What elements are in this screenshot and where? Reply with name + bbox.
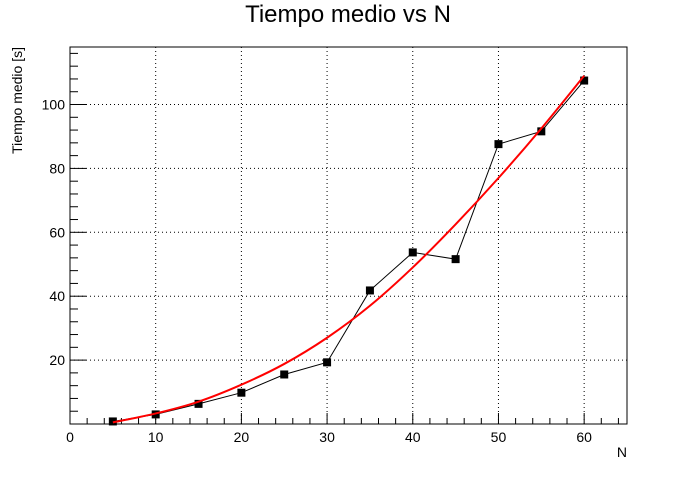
data-point <box>237 388 246 397</box>
data-line <box>112 80 585 422</box>
x-tick-label: 40 <box>405 429 421 445</box>
data-point <box>451 255 460 264</box>
x-tick-label: 60 <box>576 429 592 445</box>
data-point <box>494 140 503 149</box>
chart-title: Tiempo medio vs N <box>245 1 451 28</box>
x-tick-label: 0 <box>66 429 74 445</box>
y-tick-label: 20 <box>49 352 65 368</box>
x-tick-label: 30 <box>319 429 335 445</box>
data-point <box>537 127 546 136</box>
data-point <box>365 286 374 295</box>
data-point <box>580 76 589 85</box>
x-tick-label: 50 <box>491 429 507 445</box>
y-tick-label: 60 <box>49 224 65 240</box>
x-axis-label: N <box>617 444 627 460</box>
fit-curve <box>112 75 585 424</box>
y-tick-label: 40 <box>49 288 65 304</box>
plot-frame <box>69 46 628 425</box>
data-point <box>408 248 417 257</box>
data-point <box>194 399 203 408</box>
y-tick-label: 80 <box>49 160 65 176</box>
y-tick-label: 100 <box>42 97 66 113</box>
grid <box>70 47 627 424</box>
series <box>108 75 589 426</box>
data-point <box>323 358 332 367</box>
x-tick-label: 20 <box>234 429 250 445</box>
data-point <box>280 370 289 379</box>
y-axis-label: Tiempo medio [s] <box>9 47 25 154</box>
x-tick-label: 10 <box>148 429 164 445</box>
